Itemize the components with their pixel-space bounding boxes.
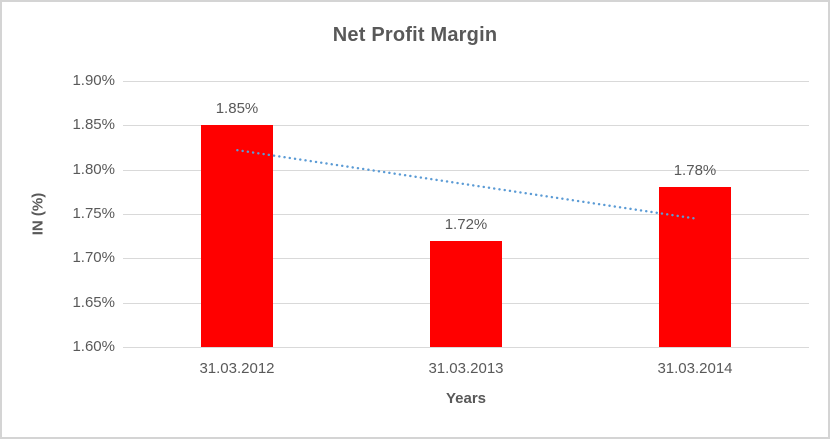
y-gridline: [123, 81, 809, 82]
y-axis-tick-label: 1.70%: [72, 249, 115, 266]
x-axis-category-label: 31.03.2014: [657, 360, 733, 377]
y-axis-tick-label: 1.85%: [72, 116, 115, 133]
y-axis-tick-label: 1.60%: [72, 338, 115, 355]
y-axis-tick-label: 1.75%: [72, 205, 115, 222]
bar-31.03.2012: [201, 125, 273, 347]
bar-31.03.2014: [659, 187, 731, 347]
x-axis-title: Years: [445, 390, 487, 407]
y-gridline: [123, 347, 809, 348]
y-axis-tick-label: 1.65%: [72, 294, 115, 311]
y-axis-tick-label: 1.80%: [72, 161, 115, 178]
x-axis-category-label: 31.03.2013: [428, 360, 504, 377]
bar-31.03.2013: [430, 241, 502, 347]
x-axis-category-label: 31.03.2012: [199, 360, 275, 377]
bar-data-label: 1.78%: [673, 162, 717, 179]
chart-title: Net Profit Margin: [332, 24, 498, 46]
bar-data-label: 1.72%: [444, 216, 488, 233]
y-axis-tick-label: 1.90%: [72, 72, 115, 89]
y-gridline: [123, 125, 809, 126]
bar-data-label: 1.85%: [215, 100, 259, 117]
